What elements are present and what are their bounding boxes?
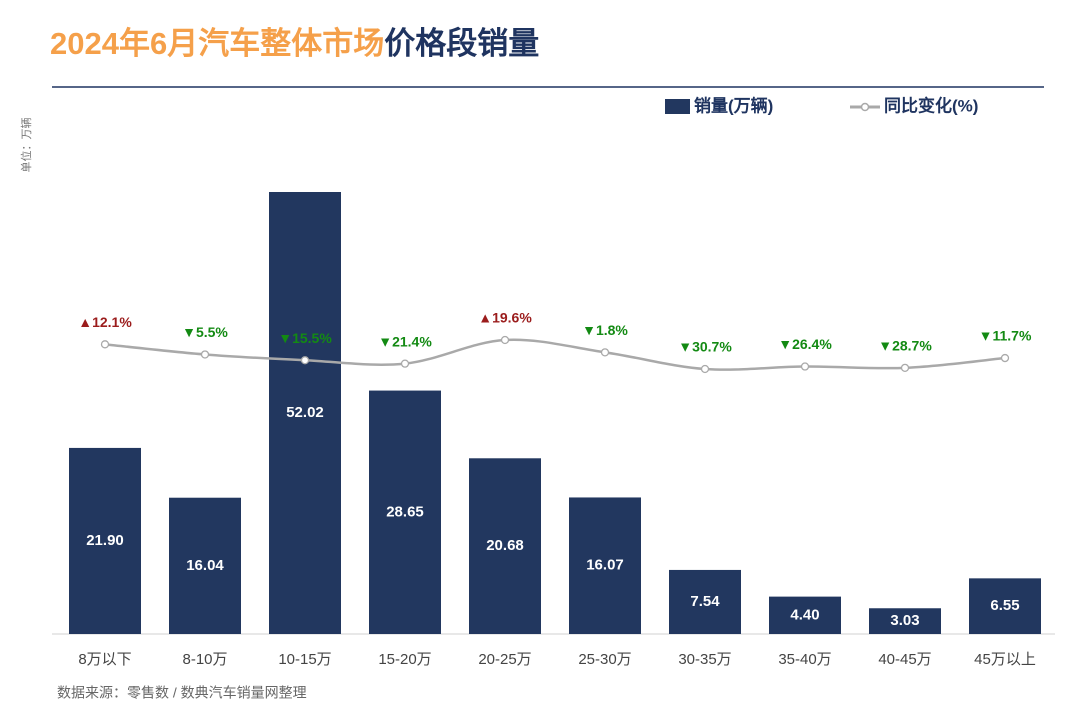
- bar: [669, 569, 741, 634]
- title-part: 价格段销量: [384, 26, 539, 61]
- x-tick-label: 40-45万: [878, 651, 931, 668]
- trend-value-label: ▼5.5%: [182, 324, 228, 340]
- bar: [869, 608, 941, 634]
- title-part: 2024年6月汽车整体市场: [50, 26, 384, 61]
- legend-label: 销量(万辆): [694, 95, 773, 115]
- bar-value-label: 21.90: [86, 532, 124, 549]
- legend-marker: [860, 102, 870, 112]
- trend-value-label: ▼15.5%: [278, 330, 332, 346]
- x-tick-label: 8万以下: [78, 651, 131, 668]
- x-tick-label: 45万以上: [974, 651, 1036, 668]
- bar-value-label: 6.55: [990, 597, 1019, 614]
- trend-value-label: ▲12.1%: [78, 314, 132, 330]
- trend-value-label: ▼28.7%: [878, 338, 932, 354]
- x-tick-label: 35-40万: [778, 651, 831, 668]
- trend-marker: [500, 335, 510, 345]
- trend-value-label: ▼30.7%: [678, 339, 732, 355]
- bar: [469, 458, 541, 634]
- trend-value-label: ▼11.7%: [979, 328, 1032, 344]
- bar: [769, 596, 841, 634]
- bar: [69, 447, 141, 634]
- bar: [969, 578, 1041, 634]
- bar: [369, 390, 441, 634]
- trend-marker: [900, 363, 910, 372]
- legend-swatch: [665, 99, 690, 114]
- bar-value-label: 52.02: [286, 404, 324, 421]
- trend-marker: [300, 356, 310, 365]
- trend-marker: [700, 364, 710, 374]
- trend-value-label: ▼26.4%: [778, 336, 832, 352]
- bar-value-label: 16.07: [586, 557, 624, 574]
- trend-marker: [100, 340, 110, 349]
- bar-value-label: 20.68: [486, 537, 524, 554]
- unit-label: 单位：万辆: [19, 118, 33, 173]
- x-tick-label: 8-10万: [182, 651, 227, 668]
- bar-value-label: 28.65: [386, 503, 424, 520]
- bar-value-label: 3.03: [890, 612, 919, 629]
- bar: [269, 192, 341, 634]
- x-tick-label: 15-20万: [378, 651, 431, 668]
- bar-value-label: 4.40: [790, 606, 819, 623]
- x-tick-label: 20-25万: [478, 651, 531, 668]
- source: 数据来源：零售数 / 数典汽车销量网整理: [57, 685, 307, 701]
- chart-title: 2024年6月汽车整体市场价格段销量: [50, 26, 539, 61]
- trend-marker: [400, 359, 410, 368]
- bar: [169, 497, 241, 634]
- x-tick-label: 25-30万: [578, 651, 631, 668]
- trend-line: [104, 338, 1006, 371]
- trend-marker: [1000, 353, 1010, 363]
- trend-marker: [200, 350, 210, 359]
- bar: [569, 497, 641, 634]
- trend-value-label: ▼1.8%: [582, 322, 628, 338]
- legend-label: 同比变化(%): [884, 95, 978, 115]
- bar-value-label: 16.04: [186, 557, 224, 574]
- trend-marker: [800, 362, 810, 371]
- trend-marker: [600, 348, 610, 357]
- bar-value-label: 7.54: [690, 593, 720, 610]
- x-tick-label: 30-35万: [678, 651, 731, 668]
- x-tick-label: 10-15万: [278, 651, 331, 668]
- trend-value-label: ▼21.4%: [378, 333, 432, 349]
- trend-value-label: ▲19.6%: [478, 310, 532, 326]
